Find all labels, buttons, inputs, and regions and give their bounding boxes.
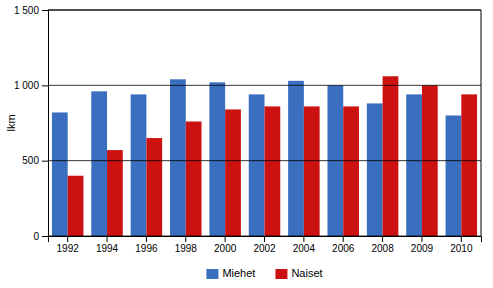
tick-mark — [42, 161, 48, 162]
bar — [461, 94, 477, 236]
tick: 0 — [33, 231, 48, 242]
tick: 2010 — [450, 236, 473, 254]
tick: 2009 — [411, 236, 434, 254]
tick: 2004 — [293, 236, 316, 254]
bar — [265, 106, 281, 236]
tick-mark — [303, 236, 304, 242]
bar — [304, 106, 320, 236]
bar — [406, 94, 422, 236]
tick-label: 1 500 — [14, 5, 39, 16]
tick-mark — [343, 236, 344, 242]
legend: Miehet Naiset — [206, 267, 322, 279]
tick-mark — [264, 236, 265, 242]
tick-label: 1992 — [57, 243, 80, 254]
y-axis: 0 500 1 000 1 500 — [14, 5, 49, 242]
tick-label: 2010 — [450, 243, 473, 254]
grid — [48, 10, 481, 236]
bar-series — [68, 76, 477, 236]
tick: 1 000 — [14, 80, 48, 91]
tick-label: 2008 — [371, 243, 394, 254]
tick: 1 500 — [14, 5, 48, 16]
bar — [225, 109, 241, 236]
axis-line — [49, 237, 482, 243]
tick-mark — [461, 236, 462, 242]
legend-item: Miehet — [206, 267, 255, 279]
bar — [249, 94, 265, 236]
bar — [343, 106, 359, 236]
bar — [91, 91, 107, 236]
tick-mark — [185, 236, 186, 242]
tick: 1996 — [135, 236, 158, 254]
tick-mark — [107, 236, 108, 242]
grid-line — [48, 85, 481, 86]
tick-label: 2004 — [293, 243, 316, 254]
tick-label: 1998 — [175, 243, 198, 254]
tick-mark — [382, 236, 383, 242]
tick: 2000 — [214, 236, 237, 254]
bar — [52, 112, 68, 236]
tick-label: 2000 — [214, 243, 237, 254]
bar — [186, 121, 202, 236]
axis-line — [42, 11, 49, 237]
bar — [446, 115, 462, 236]
tick: 1994 — [96, 236, 119, 254]
tick-label: 1994 — [96, 243, 119, 254]
bar — [131, 94, 147, 236]
tick-label: 1996 — [135, 243, 158, 254]
legend-label: Naiset — [291, 267, 322, 279]
plot: 0 500 1 000 1 500 1992 1994 1996 1998 2000 2002 20… — [14, 5, 482, 254]
tick: 2008 — [371, 236, 394, 254]
frame — [48, 10, 481, 11]
bar — [288, 81, 304, 236]
chart: 0 500 1 000 1 500 1992 1994 1996 1998 2000 2002 20… — [0, 0, 493, 288]
bar — [146, 138, 162, 236]
bars — [52, 76, 477, 236]
tick: 500 — [22, 155, 48, 166]
axis-title: lkm — [5, 114, 17, 131]
tick-label: 2002 — [253, 243, 276, 254]
tick-label: 0 — [33, 231, 39, 242]
tick-label: 500 — [22, 155, 39, 166]
bar — [383, 76, 399, 236]
legend-swatch — [275, 269, 287, 279]
bar-series — [52, 79, 461, 236]
bar — [367, 103, 383, 236]
bar — [107, 150, 123, 236]
tick-mark — [42, 236, 48, 237]
grid-line — [48, 160, 481, 161]
bar — [68, 176, 84, 236]
legend-label: Miehet — [222, 267, 255, 279]
tick-mark — [42, 85, 48, 86]
tick-mark — [146, 236, 147, 242]
tick: 1998 — [175, 236, 198, 254]
bar — [170, 79, 186, 236]
tick-mark — [421, 236, 422, 242]
legend-swatch — [206, 269, 218, 279]
tick: 1992 — [57, 236, 80, 254]
tick-label: 2006 — [332, 243, 355, 254]
legend-item: Naiset — [275, 267, 322, 279]
tick-label: 1 000 — [14, 80, 39, 91]
tick: 2006 — [332, 236, 355, 254]
tick-mark — [42, 10, 48, 11]
x-axis: 1992 1994 1996 1998 2000 2002 2004 2006 2008 2009… — [49, 236, 482, 254]
tick-label: 2009 — [411, 243, 434, 254]
tick: 2002 — [253, 236, 276, 254]
bar — [209, 82, 225, 236]
tick-mark — [225, 236, 226, 242]
frame — [481, 10, 482, 236]
tick-mark — [67, 236, 68, 242]
grid-line — [48, 10, 481, 11]
